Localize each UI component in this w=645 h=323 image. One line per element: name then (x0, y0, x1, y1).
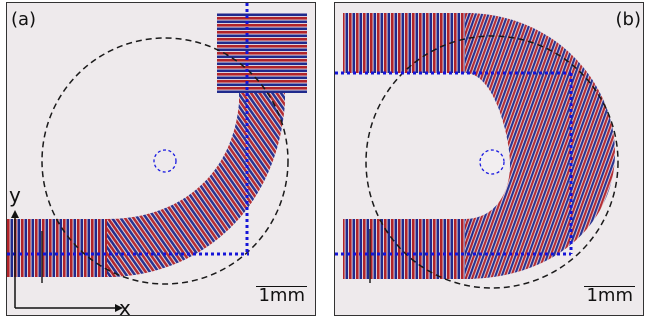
bent-beam (465, 13, 615, 279)
incoming-beam (343, 219, 473, 279)
center-circle (153, 149, 177, 173)
region-circle (365, 35, 619, 289)
center-circle (479, 149, 505, 175)
panel-label: (b) (615, 9, 641, 30)
scale-bar: 1mm (256, 285, 307, 306)
outgoing-beam (217, 13, 307, 93)
panel-b: (b) 1mm (334, 2, 644, 316)
panel-b-field (335, 13, 619, 289)
panel-a: (a) 1mm y x (6, 2, 316, 316)
scale-bar: 1mm (584, 285, 635, 306)
panel-a-field (7, 3, 307, 312)
panel-label: (a) (11, 9, 37, 30)
region-circle (41, 37, 289, 285)
outgoing-beam (343, 13, 473, 73)
y-axis-label: y (9, 183, 21, 207)
x-axis-label: x (119, 296, 131, 316)
